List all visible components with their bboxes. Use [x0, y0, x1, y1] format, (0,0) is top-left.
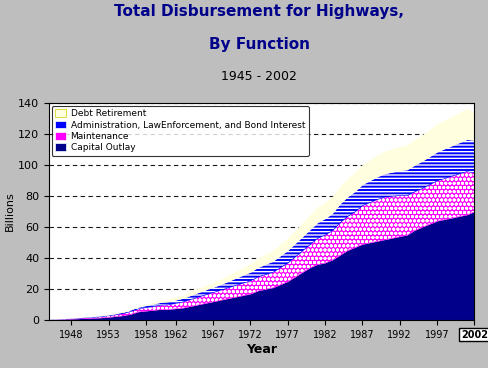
Legend: Debt Retirement, Administration, LawEnforcement, and Bond Interest, Maintenance,: Debt Retirement, Administration, LawEnfo…	[52, 106, 308, 156]
Text: 1945 - 2002: 1945 - 2002	[221, 70, 297, 83]
Text: By Function: By Function	[208, 37, 309, 52]
X-axis label: Year: Year	[245, 343, 277, 355]
Text: Total Disbursement for Highways,: Total Disbursement for Highways,	[114, 4, 404, 19]
Y-axis label: Billions: Billions	[5, 192, 15, 231]
